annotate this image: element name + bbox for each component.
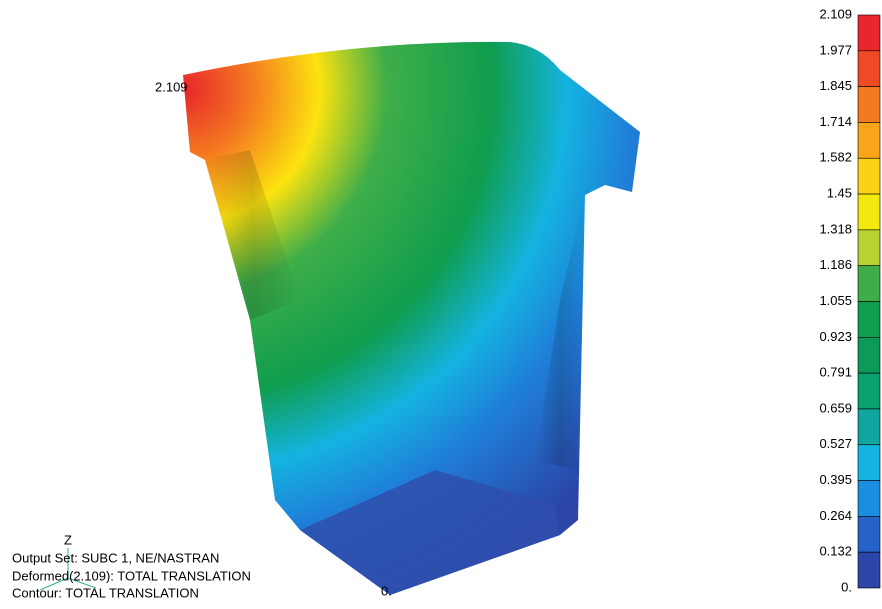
legend-label: 1.055 xyxy=(819,293,852,308)
legend-label: 1.45 xyxy=(827,186,852,201)
legend-swatch xyxy=(858,51,880,87)
legend-swatch xyxy=(858,87,880,123)
legend-swatch xyxy=(858,194,880,230)
legend-swatch xyxy=(858,302,880,338)
legend-swatch xyxy=(858,481,880,517)
viewport: Z 2.109 0. Output Set: SUBC 1, NE/NASTRA… xyxy=(0,0,882,609)
legend-label: 1.845 xyxy=(819,78,852,93)
info-line: Deformed(2.109): TOTAL TRANSLATION xyxy=(12,568,251,583)
legend-label: 0.659 xyxy=(819,400,852,415)
legend-swatch xyxy=(858,158,880,194)
info-block: Output Set: SUBC 1, NE/NASTRAN Deformed(… xyxy=(12,550,251,600)
legend-swatch xyxy=(858,409,880,445)
legend-swatch xyxy=(858,445,880,481)
model xyxy=(183,42,640,595)
legend-swatch xyxy=(858,266,880,302)
legend-label: 1.318 xyxy=(819,221,852,236)
legend-swatch xyxy=(858,122,880,158)
info-line: Output Set: SUBC 1, NE/NASTRAN xyxy=(12,550,219,565)
legend-label: 1.714 xyxy=(819,114,852,129)
legend-label: 0.791 xyxy=(819,365,852,380)
legend-label: 0.923 xyxy=(819,329,852,344)
triad-label: Z xyxy=(64,532,72,547)
legend: 2.109 1.977 1.845 1.714 1.582 1.45 1.318 1.186 1… xyxy=(819,6,880,594)
legend-label: 0. xyxy=(841,579,852,594)
info-line: Contour: TOTAL TRANSLATION xyxy=(12,585,199,600)
legend-swatch xyxy=(858,552,880,588)
max-label: 2.109 xyxy=(155,79,188,94)
legend-label: 1.977 xyxy=(819,42,852,57)
legend-swatch xyxy=(858,516,880,552)
legend-label: 1.186 xyxy=(819,257,852,272)
legend-swatch xyxy=(858,15,880,51)
legend-swatch xyxy=(858,337,880,373)
min-label: 0. xyxy=(381,583,392,598)
legend-label: 0.527 xyxy=(819,436,852,451)
legend-label: 1.582 xyxy=(819,150,852,165)
legend-label: 0.132 xyxy=(819,544,852,559)
legend-label: 2.109 xyxy=(819,6,852,21)
legend-swatch xyxy=(858,230,880,266)
legend-label: 0.395 xyxy=(819,472,852,487)
legend-label: 0.264 xyxy=(819,508,852,523)
legend-swatch xyxy=(858,373,880,409)
